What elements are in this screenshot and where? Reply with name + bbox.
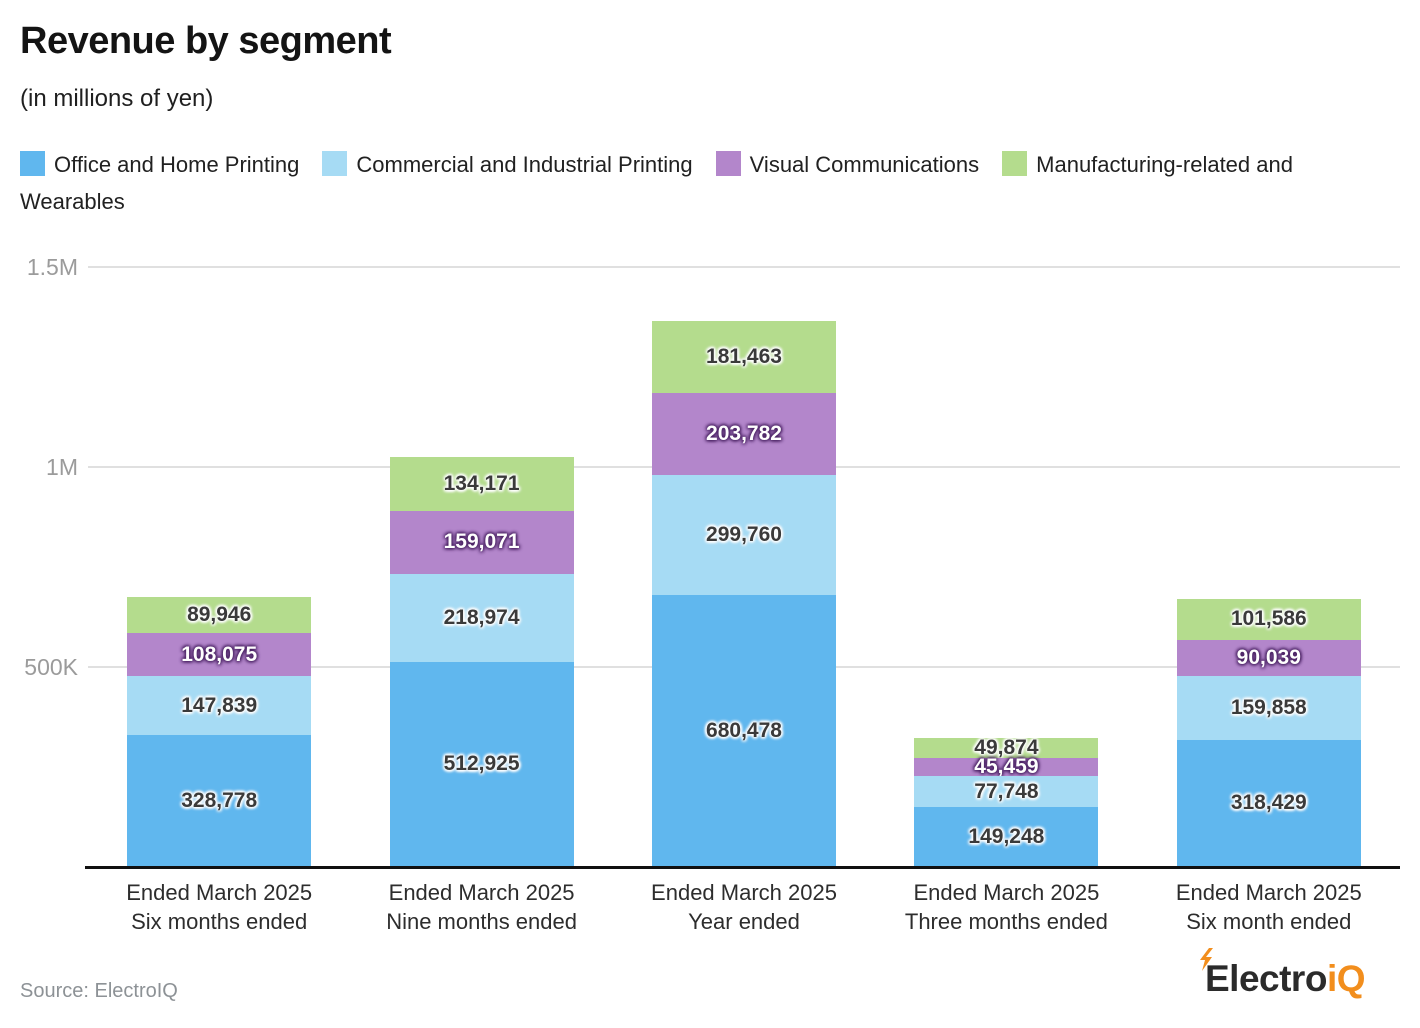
segment-value-label: 159,071 bbox=[443, 530, 520, 554]
bar-segment[interactable]: 318,429 bbox=[1176, 739, 1361, 867]
legend-item-2[interactable]: Commercial and Industrial Printing bbox=[322, 151, 715, 177]
x-axis-label-line1: Ended March 2025 bbox=[388, 880, 575, 905]
bar-segment[interactable]: 181,463 bbox=[652, 320, 836, 394]
segment-value-label: 45,459 bbox=[974, 755, 1039, 779]
x-axis-label: Ended March 2025 Three months ended bbox=[856, 878, 1156, 936]
legend-swatch-icon bbox=[1002, 151, 1028, 176]
bar-segment[interactable]: 89,946 bbox=[127, 597, 312, 634]
x-axis-label: Ended March 2025 Six month ended bbox=[1119, 878, 1419, 936]
logo-text-prefix: Electro bbox=[1205, 958, 1327, 999]
segment-value-label: 318,429 bbox=[1230, 791, 1307, 815]
x-axis-line bbox=[85, 865, 1400, 869]
bar-segment[interactable]: 512,925 bbox=[389, 661, 574, 867]
bar-segment[interactable]: 134,171 bbox=[389, 456, 574, 511]
bar-segment[interactable]: 299,760 bbox=[652, 474, 836, 595]
segment-value-label: 149,248 bbox=[968, 825, 1045, 849]
bar-segment[interactable]: 147,839 bbox=[127, 676, 312, 736]
segment-value-label: 512,925 bbox=[443, 752, 520, 776]
x-axis-label: Ended March 2025 Six months ended bbox=[69, 878, 369, 936]
bar-column-1: 328,778 147,839 108,075 89,946 bbox=[127, 597, 312, 867]
segment-value-label: 299,760 bbox=[706, 522, 782, 546]
bar-segment[interactable]: 49,874 bbox=[914, 736, 1099, 760]
y-axis-tick: 1.5M bbox=[26, 254, 78, 280]
chart-header: Revenue by segment (in millions of yen) bbox=[20, 20, 1400, 113]
bar-segment[interactable]: 328,778 bbox=[127, 735, 312, 867]
segment-value-label: 101,586 bbox=[1230, 607, 1307, 631]
segment-value-label: 77,748 bbox=[974, 779, 1039, 803]
x-axis-label: Ended March 2025 Year ended bbox=[594, 878, 894, 936]
bar-segment[interactable]: 90,039 bbox=[1176, 639, 1361, 676]
page-title: Revenue by segment bbox=[20, 20, 392, 62]
bar-column-4: 149,248 77,748 45,459 49,874 bbox=[914, 736, 1099, 867]
legend: Office and Home Printing Commercial and I… bbox=[20, 146, 1406, 220]
bar-segment[interactable]: 218,974 bbox=[389, 574, 574, 662]
bar-segment[interactable]: 203,782 bbox=[652, 393, 836, 475]
x-axis-label-line2: Year ended bbox=[688, 909, 800, 934]
bar-segment[interactable]: 101,586 bbox=[1176, 599, 1361, 640]
bar-segment[interactable]: 45,459 bbox=[914, 755, 1099, 779]
x-axis-label-line2: Six months ended bbox=[131, 909, 308, 934]
gridline bbox=[88, 266, 1400, 268]
x-axis-label-line2: Nine months ended bbox=[386, 909, 577, 934]
segment-value-label: 134,171 bbox=[443, 471, 520, 495]
x-axis-label-line1: Ended March 2025 bbox=[913, 880, 1100, 905]
bar-segment[interactable]: 108,075 bbox=[127, 633, 312, 677]
legend-swatch-icon bbox=[322, 151, 348, 176]
bar-segment[interactable]: 77,748 bbox=[914, 776, 1099, 808]
x-axis-label-line2: Three months ended bbox=[904, 909, 1108, 934]
segment-value-label: 159,858 bbox=[1230, 695, 1307, 719]
bar-segment[interactable]: 149,248 bbox=[914, 807, 1099, 867]
segment-value-label: 90,039 bbox=[1236, 645, 1301, 669]
segment-value-label: 89,946 bbox=[187, 603, 252, 627]
legend-label: Manufacturing-related and Wearables bbox=[20, 152, 1293, 214]
x-axis-label-line1: Ended March 2025 bbox=[126, 880, 313, 905]
legend-label: Commercial and Industrial Printing bbox=[356, 152, 693, 177]
segment-value-label: 328,778 bbox=[181, 789, 258, 813]
legend-swatch-icon bbox=[715, 151, 741, 176]
legend-item-4[interactable]: Manufacturing-related and Wearables bbox=[20, 151, 1293, 214]
segment-value-label: 108,075 bbox=[181, 642, 258, 666]
segment-value-label: 203,782 bbox=[706, 422, 782, 446]
bar-column-3: 680,478 299,760 203,782 181,463 bbox=[652, 320, 836, 867]
logo-text-suffix: iQ bbox=[1326, 958, 1366, 999]
source-note: Source: ElectroIQ bbox=[20, 980, 178, 1002]
x-axis-label-line1: Ended March 2025 bbox=[651, 880, 837, 905]
bar-segment[interactable]: 159,071 bbox=[389, 510, 574, 575]
bar-column-2: 512,925 218,974 159,071 134,171 bbox=[389, 456, 574, 867]
segment-value-label: 680,478 bbox=[706, 718, 782, 742]
bar-column-5: 318,429 159,858 90,039 101,586 bbox=[1176, 599, 1361, 867]
legend-label: Visual Communications bbox=[749, 152, 980, 177]
lightning-bolt-icon bbox=[1200, 948, 1213, 971]
chart-subtitle: (in millions of yen) bbox=[20, 85, 214, 112]
legend-item-3[interactable]: Visual Communications bbox=[715, 151, 1002, 177]
legend-label: Office and Home Printing bbox=[54, 152, 300, 177]
legend-item-1[interactable]: Office and Home Printing bbox=[20, 151, 322, 177]
segment-value-label: 49,874 bbox=[974, 736, 1039, 760]
y-axis-tick: 1M bbox=[46, 454, 78, 480]
segment-value-label: 147,839 bbox=[181, 693, 258, 717]
legend-swatch-icon bbox=[20, 151, 45, 176]
segment-value-label: 218,974 bbox=[443, 606, 520, 630]
x-axis-label: Ended March 2025 Nine months ended bbox=[332, 878, 632, 936]
electroiq-logo: ElectroiQ bbox=[1200, 948, 1366, 1000]
x-axis-label-line1: Ended March 2025 bbox=[1175, 880, 1362, 905]
y-axis-tick: 500K bbox=[24, 654, 78, 680]
x-axis-label-line2: Six month ended bbox=[1186, 909, 1352, 934]
segment-value-label: 181,463 bbox=[706, 345, 782, 369]
bar-segment[interactable]: 680,478 bbox=[652, 594, 836, 867]
bar-segment[interactable]: 159,858 bbox=[1176, 675, 1361, 740]
